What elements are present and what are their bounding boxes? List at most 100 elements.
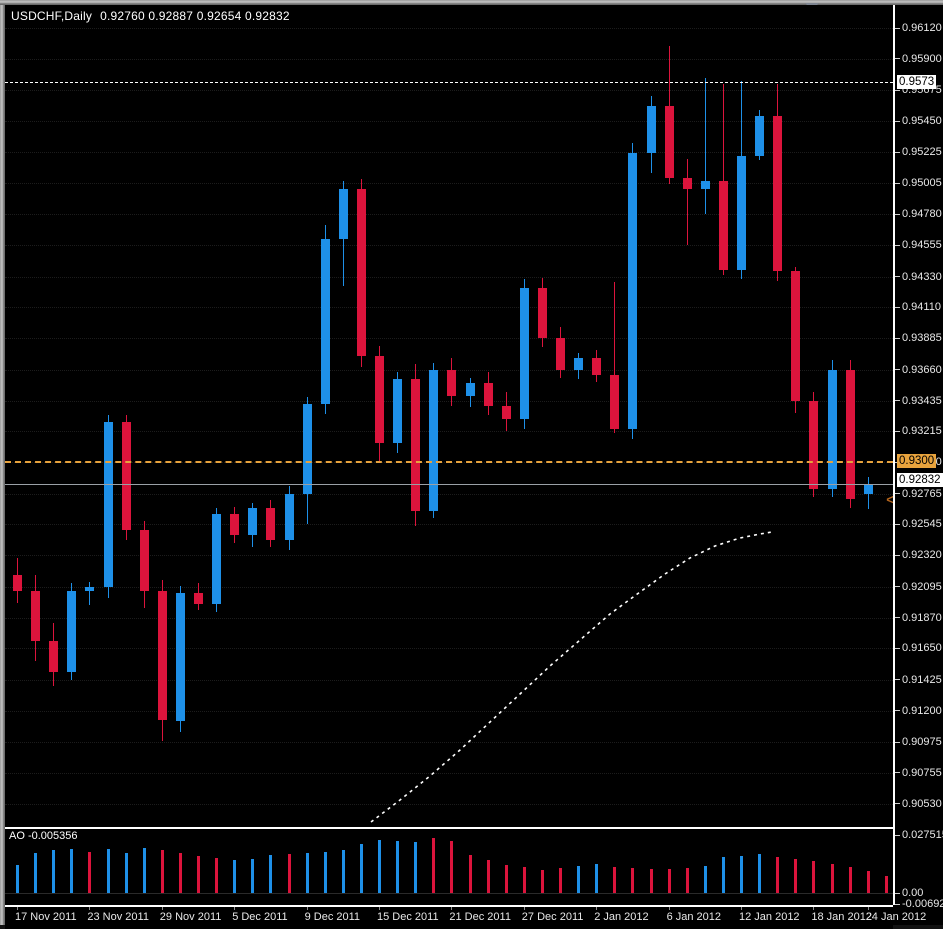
candle-body — [863, 484, 873, 495]
price-tick-label: 0.91425 — [902, 673, 942, 686]
tick-dash — [895, 182, 900, 184]
ao-bar — [142, 848, 146, 893]
ao-bar — [233, 860, 237, 893]
indicator-curve — [370, 531, 773, 823]
candle-body — [411, 379, 421, 512]
time-tick-label: 15 Dec 2011 — [377, 911, 439, 923]
ao-bar — [305, 852, 309, 893]
price-tick-label: 0.93885 — [902, 332, 942, 345]
candle-body — [737, 155, 746, 270]
ao-bar — [359, 843, 363, 893]
price-tick: 0.93885 — [895, 332, 942, 344]
candle-body — [212, 513, 222, 604]
candle-body — [31, 591, 41, 642]
ao-tick-bottom: -0.00692 — [895, 898, 943, 910]
tick-dash — [895, 244, 900, 246]
tick-dash — [895, 803, 900, 805]
price-scale-axis[interactable]: 0.96120 0.95900 0.95675 0.95450 0.95225 0.950… — [893, 5, 943, 910]
price-tick: 0.94555 — [895, 239, 942, 251]
time-tick-mark — [379, 907, 380, 910]
time-tick-mark — [234, 907, 236, 910]
candle-body — [791, 271, 801, 402]
candle-body — [592, 358, 602, 376]
time-tick-label: 5 Dec 2011 — [232, 911, 288, 923]
price-tick-label: 0.92095 — [902, 580, 942, 593]
price-tag-level[interactable]: 0.9300 — [897, 454, 937, 469]
candle-body — [103, 422, 113, 588]
time-tick-label: 27 Dec 2011 — [521, 911, 584, 923]
hline-resistance[interactable] — [5, 82, 893, 84]
ao-bar — [378, 839, 381, 893]
time-scale-axis[interactable]: 17 Nov 2011 23 Nov 2011 29 Nov 2011 5 Dec 2… — [5, 905, 926, 929]
ao-tick-top-label: 0.027515 — [902, 829, 943, 841]
hline-round-level[interactable] — [5, 461, 893, 464]
candle-body — [610, 375, 620, 430]
symbol-text: USDCHF,Daily — [11, 9, 93, 23]
candle-body — [519, 287, 529, 420]
ao-bar — [685, 867, 689, 893]
grid-line — [5, 679, 893, 681]
price-chart-area[interactable]: USDCHF,Daily 0.92760 0.92887 0.92654 0.92… — [5, 5, 893, 825]
time-tick-label: 24 Jan 2012 — [865, 911, 927, 923]
grid-line — [5, 338, 893, 340]
ao-bar — [758, 853, 762, 893]
price-tick: 0.92765 — [895, 488, 942, 500]
tick-dash — [895, 58, 900, 60]
ao-bar — [287, 853, 291, 893]
ao-bar — [667, 869, 671, 893]
tick-dash — [895, 555, 900, 556]
price-tick-label: 0.95900 — [902, 52, 942, 65]
ao-bar — [106, 849, 110, 893]
price-tick-label: 0.92545 — [902, 518, 942, 531]
candle-body — [85, 587, 95, 592]
grid-line — [5, 524, 893, 526]
ao-bar — [577, 865, 581, 893]
ao-indicator-pane[interactable]: AO -0.005356 — [5, 827, 893, 907]
time-tick-label: 17 Nov 2011 — [15, 911, 77, 923]
price-tag-bid[interactable]: 0.92832 — [897, 473, 943, 488]
price-tick: 0.94780 — [895, 208, 942, 220]
tick-dash — [895, 523, 900, 525]
tick-dash — [895, 369, 900, 371]
ao-bar — [504, 864, 508, 893]
candle-body — [375, 355, 384, 444]
ao-bar — [703, 865, 707, 893]
ao-tick-bottom-label: -0.00692 — [902, 898, 943, 910]
tick-dash — [895, 120, 900, 122]
tick-dash — [895, 647, 900, 649]
tick-dash — [895, 152, 900, 153]
time-tick-label: 23 Nov 2011 — [87, 911, 149, 923]
price-tick: 0.90530 — [895, 798, 942, 810]
candle-body — [574, 358, 584, 370]
tick-dash — [895, 27, 900, 29]
ao-bar — [323, 851, 327, 893]
candle-body — [646, 105, 656, 154]
tick-dash — [895, 430, 900, 432]
price-tag-resistance[interactable]: 0.9573 — [897, 75, 937, 90]
price-tick: 0.96120 — [895, 22, 942, 34]
candle-body — [556, 337, 565, 370]
price-tick: 0.90975 — [895, 736, 942, 748]
candle-body — [67, 591, 77, 672]
price-tick: 0.93660 — [895, 364, 942, 376]
candle-body — [338, 189, 348, 240]
tick-dash — [895, 617, 900, 619]
candle-body — [356, 189, 366, 356]
tick-dash — [895, 834, 900, 836]
ao-bar — [486, 860, 490, 893]
grid-line — [5, 803, 893, 805]
ao-indicator-label: AO -0.005356 — [9, 830, 78, 842]
grid-line — [5, 493, 893, 495]
tick-dash — [895, 213, 900, 215]
price-tick-label: 0.90975 — [902, 736, 942, 748]
ao-bar — [450, 840, 454, 893]
hline-bid[interactable] — [5, 484, 893, 486]
window-border-left — [0, 0, 5, 929]
ao-bar — [432, 838, 436, 893]
candle-body — [827, 369, 837, 489]
candle-body — [302, 404, 312, 495]
price-tick-label: 0.95225 — [902, 146, 942, 159]
tick-dash — [895, 741, 900, 743]
candle-body — [429, 369, 439, 512]
grid-line — [5, 431, 893, 433]
